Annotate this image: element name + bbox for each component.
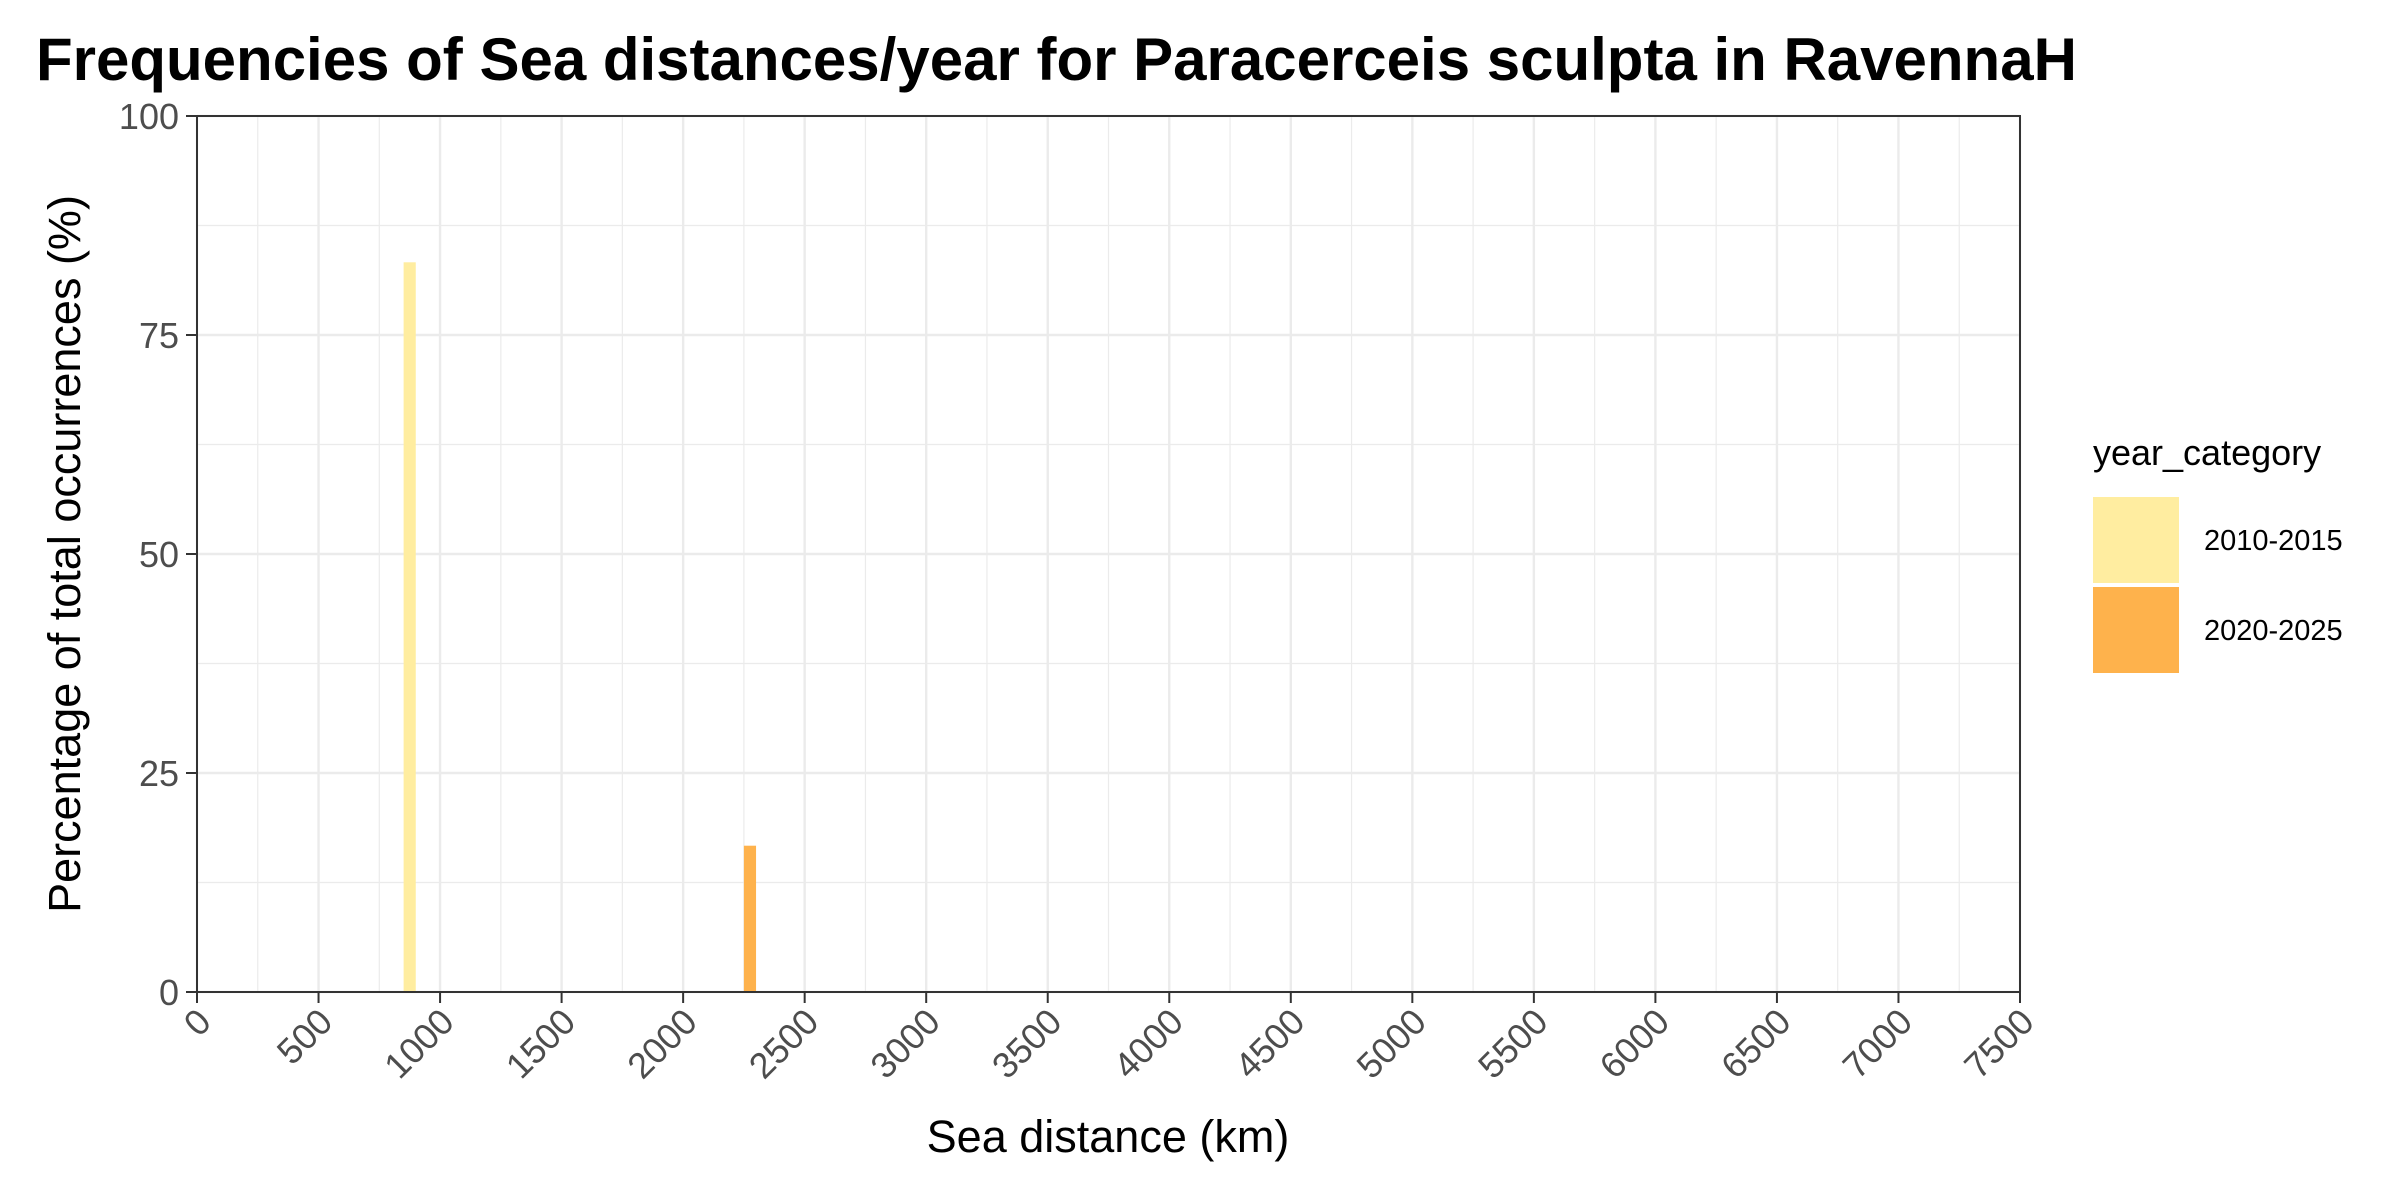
bar-2010-2015 — [403, 262, 416, 992]
y-axis-title: Percentage of total occurrences (%) — [39, 195, 90, 913]
legend-key-2010-2015 — [2093, 497, 2179, 583]
x-tick-label: 0 — [176, 1001, 219, 1044]
legend: year_category 2010-2015 2020-2025 — [2093, 432, 2343, 673]
x-tick-label: 2000 — [619, 1001, 705, 1087]
legend-key-2020-2025 — [2093, 587, 2179, 673]
x-tick-label: 2500 — [741, 1001, 827, 1087]
x-tick-label: 5000 — [1348, 1001, 1434, 1087]
x-tick-label: 1000 — [376, 1001, 462, 1087]
y-tick-label: 0 — [159, 972, 179, 1013]
x-tick-label: 5500 — [1470, 1001, 1556, 1087]
x-tick-label: 6000 — [1591, 1001, 1677, 1087]
x-tick-label: 500 — [269, 1001, 340, 1072]
y-tick-label: 25 — [139, 753, 179, 794]
x-tick-label: 3500 — [984, 1001, 1070, 1087]
y-tick-label: 50 — [139, 534, 179, 575]
x-tick-label: 6500 — [1713, 1001, 1799, 1087]
x-tick-label: 1500 — [498, 1001, 584, 1087]
x-axis: 0 500 1000 1500 2000 2500 3000 3500 4000 4500 5000… — [176, 992, 2042, 1086]
legend-label-2010-2015: 2010-2015 — [2204, 525, 2343, 557]
x-tick-label: 7000 — [1834, 1001, 1920, 1087]
bar-2020-2025 — [743, 845, 757, 992]
bars — [403, 262, 757, 992]
legend-label-2020-2025: 2020-2025 — [2204, 615, 2343, 647]
x-tick-label: 4000 — [1105, 1001, 1191, 1087]
y-axis: 0 25 50 75 100 — [119, 96, 197, 1013]
chart-title: Frequencies of Sea distances/year for Pa… — [36, 26, 2077, 93]
y-tick-label: 100 — [119, 96, 179, 137]
x-tick-label: 4500 — [1227, 1001, 1313, 1087]
x-tick-label: 3000 — [862, 1001, 948, 1087]
legend-title: year_category — [2093, 432, 2321, 473]
x-tick-label: 7500 — [1956, 1001, 2042, 1087]
y-tick-label: 75 — [139, 315, 179, 356]
x-axis-title: Sea distance (km) — [927, 1111, 1290, 1162]
